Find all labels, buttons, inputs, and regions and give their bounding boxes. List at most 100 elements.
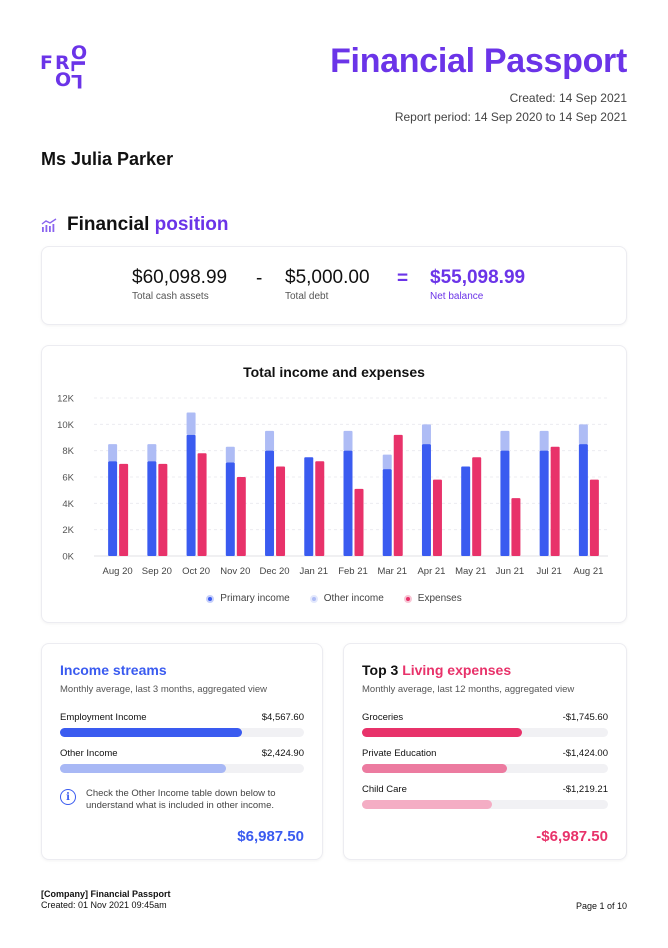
legend-other-income[interactable]: Other income <box>309 593 384 604</box>
y-tick-label: 2K <box>62 525 74 536</box>
bar-other-income <box>147 444 157 462</box>
bar-primary-income <box>186 434 196 556</box>
bar-expenses <box>354 488 364 556</box>
expenses-title-accent: Living expenses <box>402 662 512 678</box>
expense-bar-fill <box>362 764 508 773</box>
income-row-other: Other Income $2,424.90 <box>60 748 304 773</box>
legend-primary-label: Primary income <box>220 593 290 604</box>
income-total: $6,987.50 <box>237 828 304 845</box>
page-number: Page 1 of 10 <box>575 901 627 911</box>
expense-bar-track <box>362 728 608 737</box>
income-row-employment: Employment Income $4,567.60 <box>60 712 304 737</box>
expense-value: -$1,745.60 <box>562 712 608 723</box>
net-amount: $55,098.99 <box>430 267 526 288</box>
legend-other-dot <box>309 594 318 603</box>
bar-other-income <box>421 424 431 445</box>
net-label: Net balance <box>430 291 484 302</box>
bar-primary-income <box>265 450 275 556</box>
financial-position-card: $60,098.99 Total cash assets - $5,000.00… <box>41 246 627 325</box>
expense-bar-track <box>362 764 608 773</box>
footer-left: [Company] Financial Passport Created: 01… <box>41 889 171 911</box>
living-expenses-card: Top 3 Living expenses Monthly average, l… <box>343 643 627 860</box>
bar-expenses <box>393 434 403 556</box>
frolo-logo: F R O L O L <box>40 42 90 93</box>
x-tick-label: Apr 21 <box>417 566 445 577</box>
bar-other-income <box>186 412 196 435</box>
income-streams-title: Income streams <box>60 662 167 678</box>
expense-label: Private Education <box>362 748 437 759</box>
x-tick-label: Feb 21 <box>338 566 368 577</box>
x-tick-label: Mar 21 <box>377 566 407 577</box>
income-label: Other Income <box>60 748 118 759</box>
minus-sign: - <box>256 268 263 289</box>
expense-row-childcare: Child Care -$1,219.21 <box>362 784 608 809</box>
total-cash-assets: $60,098.99 Total cash assets <box>132 267 227 302</box>
footer-created: Created: 01 Nov 2021 09:45am <box>41 900 167 910</box>
footer-company: [Company] Financial Passport <box>41 889 171 899</box>
debt-label: Total debt <box>285 291 329 302</box>
y-tick-label: 12K <box>57 394 75 405</box>
bar-expenses <box>158 463 168 556</box>
bar-primary-income <box>461 466 471 556</box>
expense-row-education: Private Education -$1,424.00 <box>362 748 608 773</box>
x-tick-label: Aug 20 <box>103 566 133 577</box>
heading-text: Financial <box>67 214 150 235</box>
heading-accent: position <box>154 214 229 235</box>
document-title: Financial Passport <box>330 42 627 80</box>
debt-amount: $5,000.00 <box>285 267 370 288</box>
x-tick-label: Jan 21 <box>300 566 329 577</box>
bar-expenses <box>589 479 599 556</box>
y-tick-label: 0K <box>62 552 74 563</box>
bar-expenses <box>197 453 207 556</box>
income-value: $4,567.60 <box>261 712 304 723</box>
legend-primary-dot <box>206 594 215 603</box>
expense-label: Groceries <box>362 712 404 723</box>
x-tick-label: Jul 21 <box>536 566 561 577</box>
expenses-title-prefix: Top 3 <box>362 662 399 678</box>
created-date: Created: 14 Sep 2021 <box>509 91 627 105</box>
cash-label: Total cash assets <box>132 291 209 302</box>
client-name: Ms Julia Parker <box>41 149 174 169</box>
expenses-total: -$6,987.50 <box>536 828 608 845</box>
x-tick-label: Jun 21 <box>496 566 525 577</box>
bar-other-income <box>343 430 353 451</box>
legend-expenses-dot <box>403 594 412 603</box>
income-streams-subtitle: Monthly average, last 3 months, aggregat… <box>60 684 268 695</box>
y-tick-label: 8K <box>62 446 74 457</box>
logo-letter-r: R <box>55 52 70 74</box>
x-tick-label: Dec 20 <box>259 566 289 577</box>
bar-expenses <box>511 498 521 556</box>
x-tick-label: Oct 20 <box>182 566 210 577</box>
bar-other-income <box>265 430 275 451</box>
other-income-info: i Check the Other Income table down belo… <box>60 788 304 812</box>
bar-primary-income <box>108 461 118 556</box>
expense-value: -$1,424.00 <box>562 748 608 759</box>
income-expenses-chart: 0K 2K 4K 6K 8K 10K 12K Aug 20 Sep 20 Oct 20 Nov 20… <box>57 394 608 577</box>
logo-letter-o-top: O <box>71 42 88 64</box>
logo-letter-f: F <box>40 52 53 74</box>
expense-bar-track <box>362 800 608 809</box>
expense-bar-fill <box>362 800 493 809</box>
legend-expenses-label: Expenses <box>417 593 462 604</box>
bar-expenses <box>472 457 482 556</box>
income-bar-track <box>60 728 304 737</box>
report-period: Report period: 14 Sep 2020 to 14 Sep 202… <box>394 110 627 124</box>
logo-letter-l-bottom: L <box>71 70 84 92</box>
x-tick-label: May 21 <box>455 566 486 577</box>
y-tick-label: 10K <box>57 420 75 431</box>
bar-other-income <box>500 430 510 451</box>
bar-other-income <box>382 454 392 470</box>
income-expenses-chart-card: Total income and expenses 0K 2K 4K 6K 8K 10K 1… <box>41 345 627 623</box>
equals-sign: = <box>397 268 409 289</box>
chart-legend: Primary income Other income Expenses <box>42 593 626 604</box>
info-icon: i <box>60 789 76 805</box>
y-tick-label: 6K <box>62 473 74 484</box>
legend-primary-income[interactable]: Primary income <box>206 593 290 604</box>
x-tick-label: Sep 20 <box>142 566 172 577</box>
bar-expenses <box>315 461 325 556</box>
bar-primary-income <box>343 450 353 556</box>
bar-primary-income <box>578 444 588 556</box>
bar-primary-income <box>147 461 157 556</box>
x-tick-label: Nov 20 <box>220 566 250 577</box>
legend-expenses[interactable]: Expenses <box>403 593 462 604</box>
